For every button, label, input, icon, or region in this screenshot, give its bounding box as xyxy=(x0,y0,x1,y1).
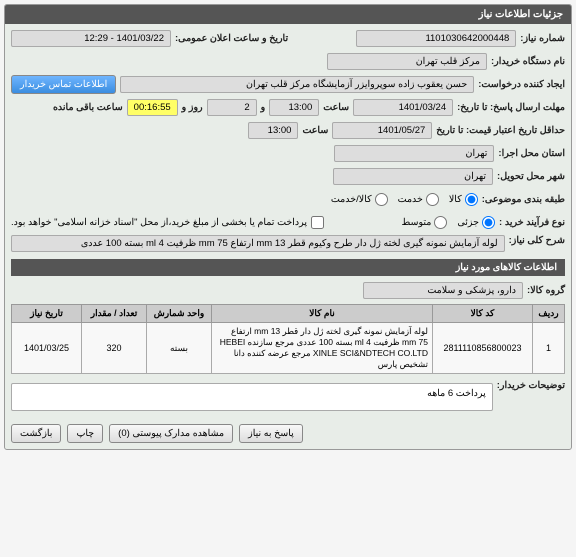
radio-minor[interactable]: جزئی xyxy=(457,216,495,229)
category-label: طبقه بندی موضوعی: xyxy=(482,194,565,205)
cell-qty: 320 xyxy=(82,323,147,374)
cell-row: 1 xyxy=(533,323,565,374)
deadline-valid-time: 13:00 xyxy=(248,122,298,139)
radio-both-input[interactable] xyxy=(375,193,388,206)
days-remaining: 2 xyxy=(207,99,257,116)
col-unit: واحد شمارش xyxy=(147,305,212,323)
panel-title: جزئیات اطلاعات نیاز xyxy=(5,5,571,24)
row-need-number: شماره نیاز: 1101030642000448 تاریخ و ساع… xyxy=(11,28,565,48)
loc-exec-value: تهران xyxy=(334,145,494,162)
main-section: شماره نیاز: 1101030642000448 تاریخ و ساع… xyxy=(5,24,571,418)
purchase-type-radio-group: جزئی متوسط xyxy=(402,216,496,229)
reply-button[interactable]: پاسخ به نیاز xyxy=(239,424,303,443)
deadline-send-label: مهلت ارسال پاسخ: تا تاریخ: xyxy=(457,102,565,113)
treasury-note: پرداخت تمام یا بخشی از مبلغ خرید،از محل … xyxy=(11,217,307,228)
col-code: کد کالا xyxy=(433,305,533,323)
row-buyer: نام دستگاه خریدار: مرکز قلب تهران xyxy=(11,51,565,71)
radio-service-input[interactable] xyxy=(426,193,439,206)
row-deadline-valid: حداقل تاریخ اعتبار قیمت: تا تاریخ 1401/0… xyxy=(11,120,565,140)
radio-minor-label: جزئی xyxy=(457,217,479,228)
row-group: گروه کالا: دارو، پزشکی و سلامت xyxy=(11,280,565,300)
purchase-type-label: نوع فرآیند خرید : xyxy=(499,217,565,228)
need-number-label: شماره نیاز: xyxy=(520,33,565,44)
deadline-valid-date: 1401/05/27 xyxy=(332,122,432,139)
requester-label: ایجاد کننده درخواست: xyxy=(478,79,565,90)
items-header-row: ردیف کد کالا نام کالا واحد شمارش تعداد /… xyxy=(12,305,565,323)
print-button[interactable]: چاپ xyxy=(67,424,103,443)
need-number-value: 1101030642000448 xyxy=(356,30,516,47)
announce-label: تاریخ و ساعت اعلان عمومی: xyxy=(175,33,288,44)
col-date: تاریخ نیاز xyxy=(12,305,82,323)
radio-medium[interactable]: متوسط xyxy=(402,216,448,229)
row-loc-exec: استان محل اجرا: تهران xyxy=(11,143,565,163)
buyer-note-value: پرداخت 6 ماهه xyxy=(11,383,493,411)
buyer-note-label: توضیحات خریدار: xyxy=(497,380,565,391)
announce-value: 1401/03/22 - 12:29 xyxy=(11,30,171,47)
days-suffix: روز و xyxy=(182,102,203,113)
col-row: ردیف xyxy=(533,305,565,323)
radio-service[interactable]: خدمت xyxy=(398,193,439,206)
radio-both-label: کالا/خدمت xyxy=(331,194,372,205)
radio-minor-input[interactable] xyxy=(482,216,495,229)
buyer-label: نام دستگاه خریدار: xyxy=(491,56,565,67)
radio-medium-label: متوسط xyxy=(402,217,432,228)
category-radio-group: کالا خدمت کالا/خدمت xyxy=(331,193,478,206)
requester-value: حسن یعقوب زاده سوپروایزر آزمایشگاه مرکز … xyxy=(120,76,474,93)
loc-deliver-label: شهر محل تحویل: xyxy=(497,171,565,182)
deadline-valid-label: حداقل تاریخ اعتبار قیمت: تا تاریخ xyxy=(436,125,565,136)
deadline-send-date: 1401/03/24 xyxy=(353,99,453,116)
countdown-timer: 00:16:55 xyxy=(127,99,178,116)
radio-goods-input[interactable] xyxy=(465,193,478,206)
items-table: ردیف کد کالا نام کالا واحد شمارش تعداد /… xyxy=(11,304,565,374)
buyer-value: مرکز قلب تهران xyxy=(327,53,487,70)
loc-exec-label: استان محل اجرا: xyxy=(498,148,565,159)
cell-name: لوله آزمایش نمونه گیری لخته ژل دار قطر m… xyxy=(212,323,433,374)
row-category: طبقه بندی موضوعی: کالا خدمت کالا/خدمت xyxy=(11,189,565,209)
row-buyer-note: توضیحات خریدار: پرداخت 6 ماهه xyxy=(11,380,565,411)
time-label-1: ساعت xyxy=(323,102,349,113)
row-loc-deliver: شهر محل تحویل: تهران xyxy=(11,166,565,186)
items-header: اطلاعات کالاهای مورد نیاز xyxy=(11,259,565,276)
row-purchase-type: نوع فرآیند خرید : جزئی متوسط پرداخت تمام… xyxy=(11,212,565,232)
timer-suffix: ساعت باقی مانده xyxy=(53,102,123,113)
deadline-send-time: 13:00 xyxy=(269,99,319,116)
loc-deliver-value: تهران xyxy=(333,168,493,185)
col-name: نام کالا xyxy=(212,305,433,323)
cell-date: 1401/03/25 xyxy=(12,323,82,374)
group-value: دارو، پزشکی و سلامت xyxy=(363,282,523,299)
radio-goods[interactable]: کالا xyxy=(449,193,478,206)
treasury-checkbox[interactable]: پرداخت تمام یا بخشی از مبلغ خرید،از محل … xyxy=(11,216,324,229)
row-requester: ایجاد کننده درخواست: حسن یعقوب زاده سوپر… xyxy=(11,74,565,94)
attachments-button[interactable]: مشاهده مدارک پیوستی (0) xyxy=(109,424,233,443)
radio-service-label: خدمت xyxy=(398,194,423,205)
time-label-2: ساعت xyxy=(302,125,328,136)
cell-code: 2811110856800023 xyxy=(433,323,533,374)
table-row: 1 2811110856800023 لوله آزمایش نمونه گیر… xyxy=(12,323,565,374)
summary-label: شرح کلی نیاز: xyxy=(509,235,565,246)
footer-buttons: پاسخ به نیاز مشاهده مدارک پیوستی (0) چاپ… xyxy=(5,418,571,449)
summary-value: لوله آزمایش نمونه گیری لخته ژل دار طرح و… xyxy=(11,235,505,252)
details-panel: جزئیات اطلاعات نیاز شماره نیاز: 11010306… xyxy=(4,4,572,450)
contact-info-button[interactable]: اطلاعات تماس خریدار xyxy=(11,75,116,94)
radio-both[interactable]: کالا/خدمت xyxy=(331,193,388,206)
cell-unit: بسته xyxy=(147,323,212,374)
back-button[interactable]: بازگشت xyxy=(11,424,61,443)
treasury-checkbox-input[interactable] xyxy=(311,216,324,229)
group-label: گروه کالا: xyxy=(527,285,565,296)
and-label: و xyxy=(261,102,266,113)
row-summary: شرح کلی نیاز: لوله آزمایش نمونه گیری لخت… xyxy=(11,235,565,255)
col-qty: تعداد / مقدار xyxy=(82,305,147,323)
radio-medium-input[interactable] xyxy=(434,216,447,229)
row-deadline-send: مهلت ارسال پاسخ: تا تاریخ: 1401/03/24 سا… xyxy=(11,97,565,117)
radio-goods-label: کالا xyxy=(449,194,462,205)
